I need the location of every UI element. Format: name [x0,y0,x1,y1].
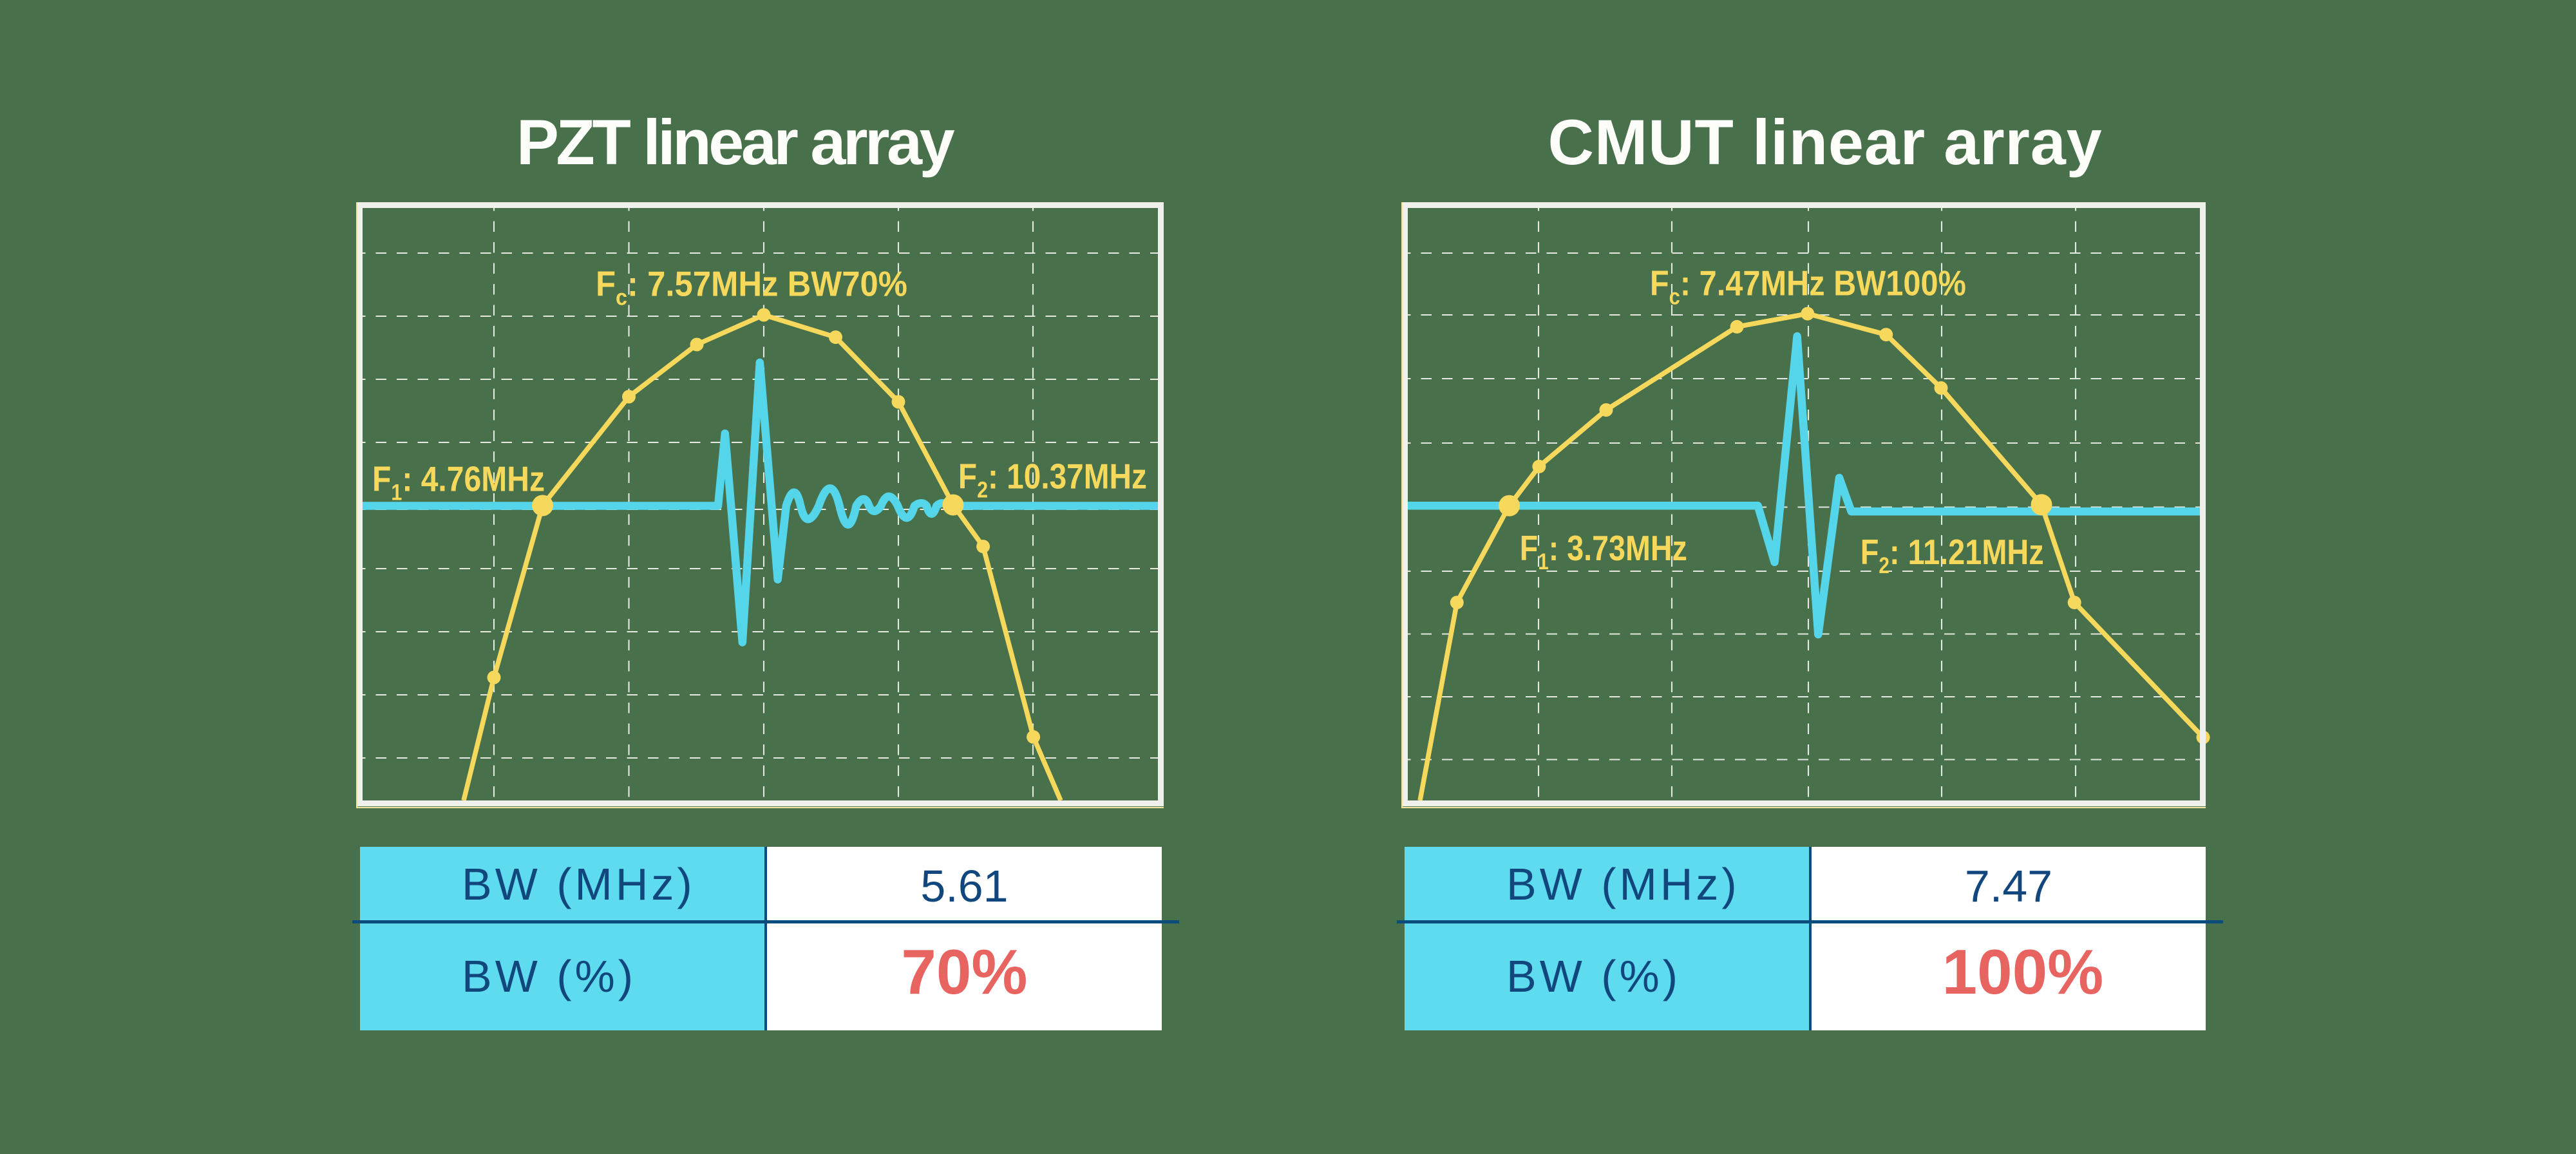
svg-text:Fc: 7.57MHz BW70%: Fc: 7.57MHz BW70% [596,264,907,310]
svg-text:Fc: 7.47MHz BW100%: Fc: 7.47MHz BW100% [1650,263,1966,309]
svg-text:F1: 4.76MHz: F1: 4.76MHz [372,459,545,506]
svg-text:F2: 10.37MHz: F2: 10.37MHz [958,456,1147,502]
svg-text:F1: 3.73MHz: F1: 3.73MHz [1520,528,1687,574]
svg-text:F2: 11.21MHz: F2: 11.21MHz [1861,532,2044,578]
